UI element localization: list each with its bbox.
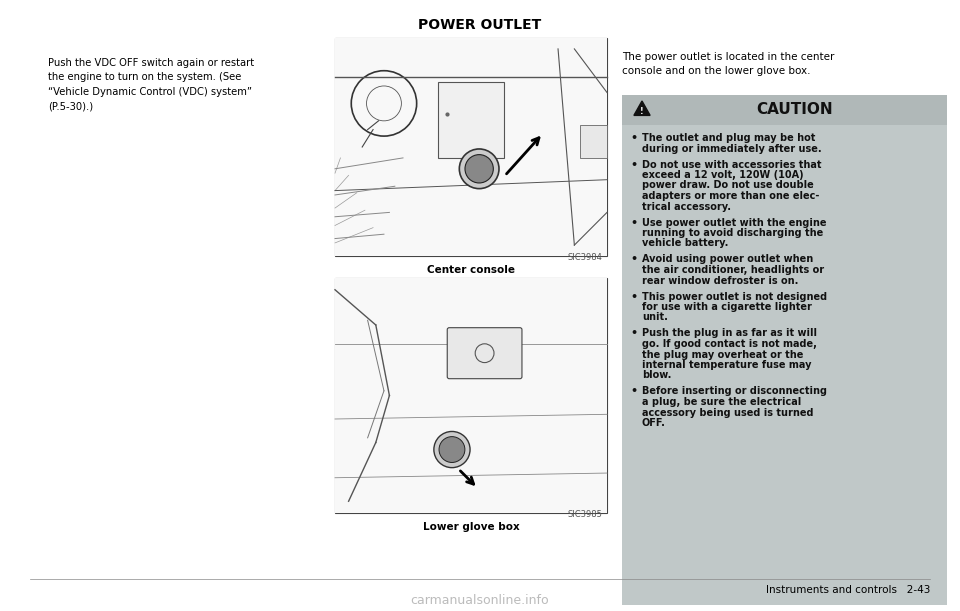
FancyBboxPatch shape: [447, 327, 522, 379]
Bar: [622, 95, 947, 125]
Text: rear window defroster is on.: rear window defroster is on.: [642, 276, 799, 285]
Bar: [439, 82, 504, 158]
Text: go. If good contact is not made,: go. If good contact is not made,: [642, 339, 817, 349]
Polygon shape: [634, 101, 650, 115]
Text: carmanualsonline.info: carmanualsonline.info: [411, 593, 549, 607]
Text: accessory being used is turned: accessory being used is turned: [642, 408, 813, 417]
Text: running to avoid discharging the: running to avoid discharging the: [642, 228, 824, 238]
Text: trical accessory.: trical accessory.: [642, 202, 731, 211]
Bar: [335, 38, 607, 256]
Text: during or immediately after use.: during or immediately after use.: [642, 144, 822, 153]
Text: Center console: Center console: [427, 265, 515, 275]
Text: Push the plug in as far as it will: Push the plug in as far as it will: [642, 329, 817, 338]
Circle shape: [434, 431, 470, 467]
Text: power draw. Do not use double: power draw. Do not use double: [642, 180, 814, 191]
Text: Before inserting or disconnecting: Before inserting or disconnecting: [642, 387, 827, 397]
Text: the plug may overheat or the: the plug may overheat or the: [642, 349, 804, 359]
Text: •: •: [630, 255, 637, 265]
Text: blow.: blow.: [642, 370, 671, 381]
Text: •: •: [630, 329, 637, 338]
Text: The power outlet is located in the center
console and on the lower glove box.: The power outlet is located in the cente…: [622, 52, 834, 76]
Text: SIC3984: SIC3984: [567, 253, 602, 262]
Text: CAUTION: CAUTION: [756, 103, 833, 117]
Text: vehicle battery.: vehicle battery.: [642, 238, 729, 249]
Text: •: •: [630, 387, 637, 397]
Bar: [622, 125, 947, 605]
Text: the air conditioner, headlights or: the air conditioner, headlights or: [642, 265, 824, 275]
Text: adapters or more than one elec-: adapters or more than one elec-: [642, 191, 820, 201]
Text: Avoid using power outlet when: Avoid using power outlet when: [642, 255, 813, 265]
Circle shape: [465, 155, 493, 183]
Text: The outlet and plug may be hot: The outlet and plug may be hot: [642, 133, 815, 143]
Bar: [335, 278, 607, 513]
Text: •: •: [630, 291, 637, 301]
Text: Push the VDC OFF switch again or restart
the engine to turn on the system. (See
: Push the VDC OFF switch again or restart…: [48, 58, 254, 111]
Text: a plug, be sure the electrical: a plug, be sure the electrical: [642, 397, 802, 407]
Bar: [335, 278, 607, 513]
Bar: [335, 38, 607, 256]
Text: Use power outlet with the engine: Use power outlet with the engine: [642, 218, 827, 227]
Circle shape: [439, 437, 465, 463]
Text: unit.: unit.: [642, 312, 668, 323]
Text: for use with a cigarette lighter: for use with a cigarette lighter: [642, 302, 812, 312]
Text: This power outlet is not designed: This power outlet is not designed: [642, 291, 828, 301]
Text: Do not use with accessories that: Do not use with accessories that: [642, 159, 822, 169]
Bar: [580, 125, 607, 158]
Text: •: •: [630, 218, 637, 227]
Text: •: •: [630, 133, 637, 143]
Text: POWER OUTLET: POWER OUTLET: [419, 18, 541, 32]
Text: internal temperature fuse may: internal temperature fuse may: [642, 360, 811, 370]
Circle shape: [459, 149, 499, 189]
Text: •: •: [630, 159, 637, 169]
Text: Instruments and controls   2-43: Instruments and controls 2-43: [766, 585, 930, 595]
Text: SIC3985: SIC3985: [567, 510, 602, 519]
Text: !: !: [640, 106, 644, 115]
Text: exceed a 12 volt, 120W (10A): exceed a 12 volt, 120W (10A): [642, 170, 804, 180]
Text: Lower glove box: Lower glove box: [422, 522, 519, 532]
Text: OFF.: OFF.: [642, 418, 666, 428]
